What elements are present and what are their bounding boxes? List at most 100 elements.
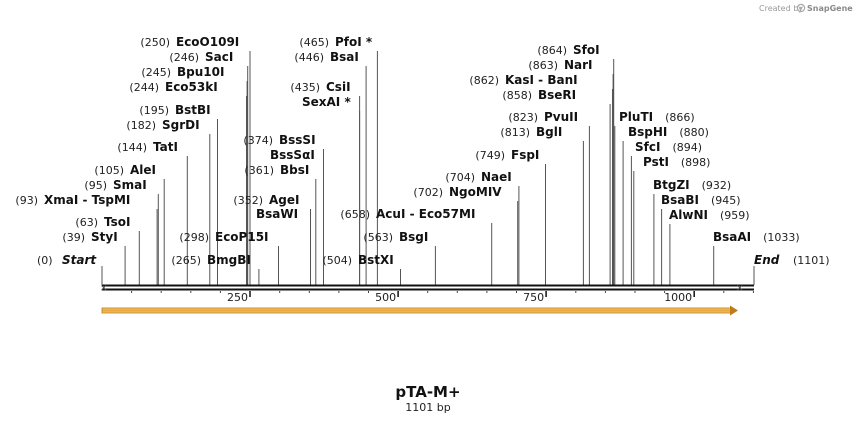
site-pluti: PluTI (866) — [619, 110, 695, 124]
site-position: (866) — [665, 111, 695, 124]
site-bpu10i: Bpu10I (245) — [141, 65, 224, 79]
sequence-backbone: ✕ ✕ — [100, 284, 754, 294]
site-name: TsoI — [104, 215, 130, 229]
site-sfci: SfcI (894) — [635, 140, 702, 154]
site-pfoi: PfoI * (465) — [299, 35, 372, 49]
site-styi: StyI (39) — [62, 230, 117, 244]
site-name: BstBI — [175, 103, 211, 117]
site-bsawi: BsaWI — [256, 207, 298, 221]
plasmid-size: 1101 bp — [405, 401, 450, 414]
site-kasi-bani: KasI - BanI (862) — [469, 73, 577, 87]
site-position: (63) — [75, 216, 98, 229]
site-bsssai: BssSαI — [270, 148, 315, 162]
site-position: (144) — [117, 141, 147, 154]
site-ecoo109i: EcoO109I (250) — [140, 35, 239, 49]
ruler-tick-label: 250 — [227, 291, 248, 304]
site-position: (704) — [445, 171, 475, 184]
site-bstxi: BstXI (504) — [322, 253, 393, 267]
site-bsssi: BssSI (374) — [243, 133, 315, 147]
end-marker: End (1101) — [753, 253, 830, 285]
site-ngomiv: NgoMIV (702) — [413, 185, 502, 199]
snapgene-logo-icon — [796, 3, 806, 13]
site-position: (361) — [244, 164, 274, 177]
site-name: BsaAI — [713, 230, 751, 244]
site-name: EcoO109I — [176, 35, 239, 49]
site-xmai-tspmi: XmaI - TspMI (93) — [15, 193, 130, 207]
site-bbsi: BbsI (361) — [244, 163, 309, 177]
site-position: (352) — [233, 194, 263, 207]
site-alei: AleI (105) — [94, 163, 156, 177]
site-agei: AgeI (352) — [233, 193, 299, 207]
site-bsgi: BsgI (563) — [363, 230, 428, 244]
site-position: (93) — [15, 194, 38, 207]
site-position: (813) — [500, 126, 530, 139]
site-position: (105) — [94, 164, 124, 177]
site-bsai: BsaI (446) — [294, 50, 358, 64]
site-position: (250) — [140, 36, 170, 49]
site-name: BspHI — [628, 125, 667, 139]
site-position: (894) — [673, 141, 703, 154]
site-naei: NaeI (704) — [445, 170, 511, 184]
site-name: PvuII — [544, 110, 578, 124]
site-ecop15i: EcoP15I (298) — [179, 230, 268, 244]
site-tati: TatI (144) — [117, 140, 178, 154]
site-saci: SacI (246) — [169, 50, 233, 64]
site-bgli: BglI (813) — [500, 125, 562, 139]
site-name: NgoMIV — [449, 185, 502, 199]
site-acui-eco57mi: AcuI - Eco57MI (658) — [340, 207, 475, 221]
site-position: (863) — [528, 59, 558, 72]
site-name: AcuI - Eco57MI — [376, 207, 475, 221]
site-alwni: AlwNI (959) — [669, 208, 750, 222]
site-position: (298) — [179, 231, 209, 244]
site-name: SexAI * — [302, 95, 351, 109]
site-pvuii: PvuII (823) — [508, 110, 578, 124]
end-label: End — [754, 253, 780, 267]
site-btgzi: BtgZI (932) — [653, 178, 731, 192]
site-name: Eco53kI — [165, 80, 218, 94]
site-position: (435) — [290, 81, 320, 94]
site-name: SfcI — [635, 140, 660, 154]
site-position: (658) — [340, 208, 370, 221]
site-position: (898) — [681, 156, 711, 169]
site-name: AgeI — [269, 193, 299, 207]
site-bsaai: BsaAI (1033) — [713, 230, 800, 244]
site-position: (195) — [139, 104, 169, 117]
site-name: BsaBI — [661, 193, 699, 207]
site-sexai: SexAI * — [302, 95, 351, 109]
site-psti: PstI (898) — [643, 155, 710, 169]
site-name: PluTI — [619, 110, 653, 124]
site-name: BseRI — [538, 88, 576, 102]
start-marker: (0) Start — [37, 253, 103, 285]
site-bmgbi: BmgBI (265) — [171, 253, 250, 267]
ruler-tick-label: 500 — [375, 291, 396, 304]
site-name: BtgZI — [653, 178, 690, 192]
site-name: SmaI — [113, 178, 147, 192]
site-position: (374) — [243, 134, 273, 147]
credit-brand: SnapGene — [807, 4, 853, 13]
site-name: BsaI — [330, 50, 359, 64]
site-eco53ki: Eco53kI (244) — [129, 80, 217, 94]
site-name: BssSαI — [270, 148, 315, 162]
site-name: NarI — [564, 58, 593, 72]
site-position: (504) — [322, 254, 352, 267]
site-position: (945) — [711, 194, 741, 207]
site-position: (864) — [537, 44, 567, 57]
site-name: BmgBI — [207, 253, 251, 267]
plasmid-name: pTA-M+ — [395, 383, 460, 401]
site-name: TatI — [153, 140, 178, 154]
start-break-icon: ✕ — [100, 284, 108, 294]
site-name: BbsI — [280, 163, 309, 177]
site-name: EcoP15I — [215, 230, 269, 244]
site-bsabi: BsaBI (945) — [661, 193, 741, 207]
site-name: SacI — [205, 50, 233, 64]
site-position: (182) — [126, 119, 156, 132]
site-position: (95) — [84, 179, 107, 192]
site-fspi: FspI (749) — [475, 148, 539, 162]
site-csii: CsiI (435) — [290, 80, 350, 94]
site-position: (749) — [475, 149, 505, 162]
site-name: PfoI * — [335, 35, 373, 49]
site-bstbi: BstBI (195) — [139, 103, 210, 117]
site-position: (862) — [469, 74, 499, 87]
site-name: FspI — [511, 148, 539, 162]
